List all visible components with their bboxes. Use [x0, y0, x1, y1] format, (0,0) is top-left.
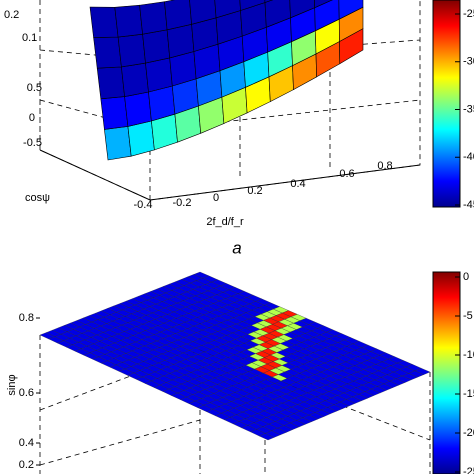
tick-label: 0: [463, 271, 469, 283]
tick-label: -30: [463, 56, 474, 68]
colorbar: [432, 271, 461, 474]
tick-label: -0.2: [173, 197, 192, 209]
surface: [39, 271, 431, 441]
surface-patch: [264, 0, 291, 28]
tick-label: 0: [29, 112, 35, 124]
surface-patch: [314, 0, 340, 32]
surface-patch: [93, 36, 122, 69]
tick-label: -5: [463, 310, 473, 322]
surface-patch: [314, 0, 333, 9]
surface-patch: [264, 0, 274, 3]
surface-patch: [139, 1, 168, 35]
tick-label: -0.4: [134, 199, 153, 211]
tick-label: 0.2: [247, 185, 262, 197]
surface-patch: [142, 29, 171, 64]
tick-label: 0.4: [290, 178, 305, 190]
tick-label: 0.4: [19, 437, 34, 449]
tick-label: 0: [213, 192, 219, 204]
tick-label: 0.8: [19, 312, 34, 324]
surface-patch: [100, 96, 129, 130]
surface-patch: [127, 120, 155, 157]
colorbar: [432, 0, 461, 208]
panel-label: a: [232, 238, 241, 257]
x-axis-label: 2f_d/f_r: [206, 216, 244, 228]
surface-patch: [124, 91, 152, 127]
surface-patch: [121, 62, 149, 97]
tick-label: 0.5: [27, 82, 42, 94]
surface-patch: [164, 0, 192, 31]
tick-label: -0.5: [23, 137, 42, 149]
surface-patch: [189, 0, 217, 25]
surface-patch: [239, 0, 266, 11]
surface-patch: [104, 126, 132, 161]
surface-patch: [117, 33, 146, 68]
tick-label: -10: [463, 349, 474, 361]
tick-label: -25: [463, 8, 474, 20]
surface-patch: [145, 57, 173, 93]
tick-label: -15: [463, 388, 474, 400]
surface-patch: [289, 0, 316, 19]
surface-patch: [89, 6, 119, 38]
z-axis-label: sinφ: [6, 374, 18, 395]
tick-label: -20: [463, 427, 474, 439]
surface-patch: [96, 66, 125, 100]
surface-patch: [114, 4, 143, 38]
tick-label: -45: [463, 199, 474, 211]
surface-patch: [414, 368, 431, 375]
tick-label: -40: [463, 151, 474, 163]
tick-label: 0.2: [19, 459, 34, 471]
surface-patch: [166, 23, 195, 59]
surface: [89, 0, 364, 161]
tick-label: 0.1: [22, 32, 37, 44]
axis-line: [39, 149, 421, 201]
y-axis-label: cosψ: [25, 192, 50, 204]
surface-patch: [338, 0, 364, 20]
surface-patch: [214, 0, 241, 19]
tick-label: 0.8: [377, 160, 392, 172]
tick-label: -25: [463, 466, 474, 474]
tick-label: 0.6: [339, 168, 354, 180]
tick-label: 0.2: [4, 9, 19, 21]
tick-label: 0.6: [19, 387, 34, 399]
tick-label: -35: [463, 103, 474, 115]
